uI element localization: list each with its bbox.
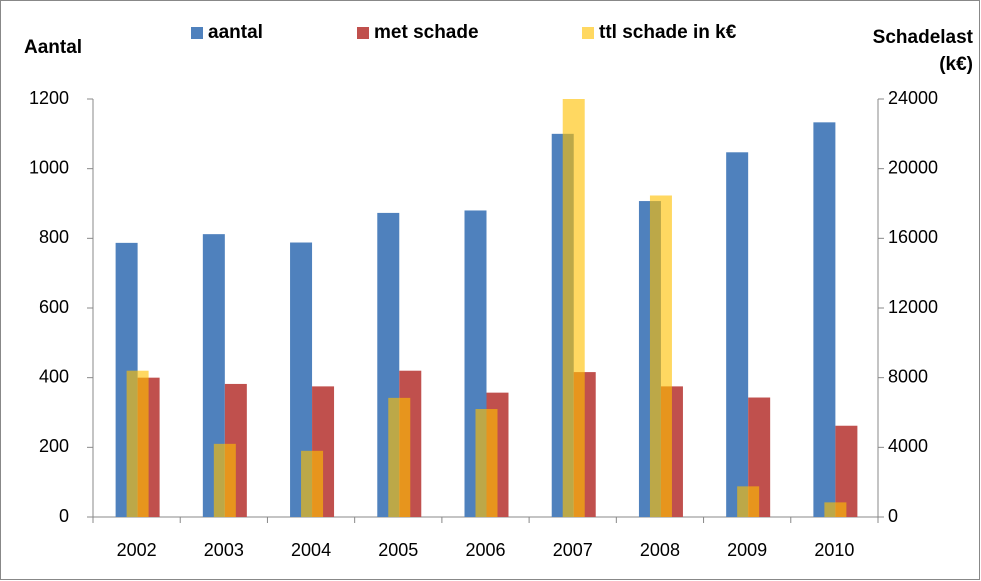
y-tick-label: 400 (39, 366, 69, 386)
bar (737, 486, 760, 517)
legend-swatch (357, 27, 369, 39)
y2-tick-label: 16000 (888, 227, 938, 247)
bar (813, 122, 836, 518)
x-tick-label: 2002 (117, 540, 157, 560)
y-tick-label: 600 (39, 297, 69, 317)
x-tick-label: 2006 (465, 540, 505, 560)
bar (824, 502, 847, 517)
y2-tick-label: 20000 (888, 157, 938, 177)
legend-swatch (582, 27, 594, 39)
y2-tick-label: 0 (888, 506, 898, 526)
bar (290, 242, 313, 517)
y2-tick-label: 8000 (888, 366, 928, 386)
y2-tick-label: 12000 (888, 297, 938, 317)
bar (835, 425, 858, 517)
y-tick-label: 800 (39, 227, 69, 247)
x-tick-label: 2008 (640, 540, 680, 560)
y2-axis-title: Schadelast (k€) (872, 27, 973, 75)
x-tick-label: 2009 (727, 540, 767, 560)
y2-tick-label: 24000 (888, 88, 938, 108)
x-tick-label: 2004 (291, 540, 331, 560)
y2-tick-label: 4000 (888, 436, 928, 456)
x-tick-label: 2010 (814, 540, 854, 560)
bar (475, 409, 498, 517)
y-axis-title: Aantal (24, 37, 82, 58)
bar (649, 195, 672, 517)
y-tick-label: 0 (59, 506, 69, 526)
bar (562, 99, 585, 517)
x-tick-label: 2007 (553, 540, 593, 560)
x-tick-label: 2005 (378, 540, 418, 560)
bar (301, 450, 324, 517)
x-tick-label: 2003 (204, 540, 244, 560)
y-tick-label: 1200 (29, 88, 69, 108)
y-tick-label: 1000 (29, 157, 69, 177)
y-tick-label: 200 (39, 436, 69, 456)
bar (388, 397, 411, 517)
bar (126, 370, 149, 517)
legend-label: ttl schade in k€ (599, 22, 737, 43)
legend-label: aantal (208, 22, 263, 43)
legend-swatch (191, 27, 203, 39)
bar (726, 152, 749, 518)
legend-label: met schade (374, 22, 479, 43)
bar (213, 443, 236, 517)
